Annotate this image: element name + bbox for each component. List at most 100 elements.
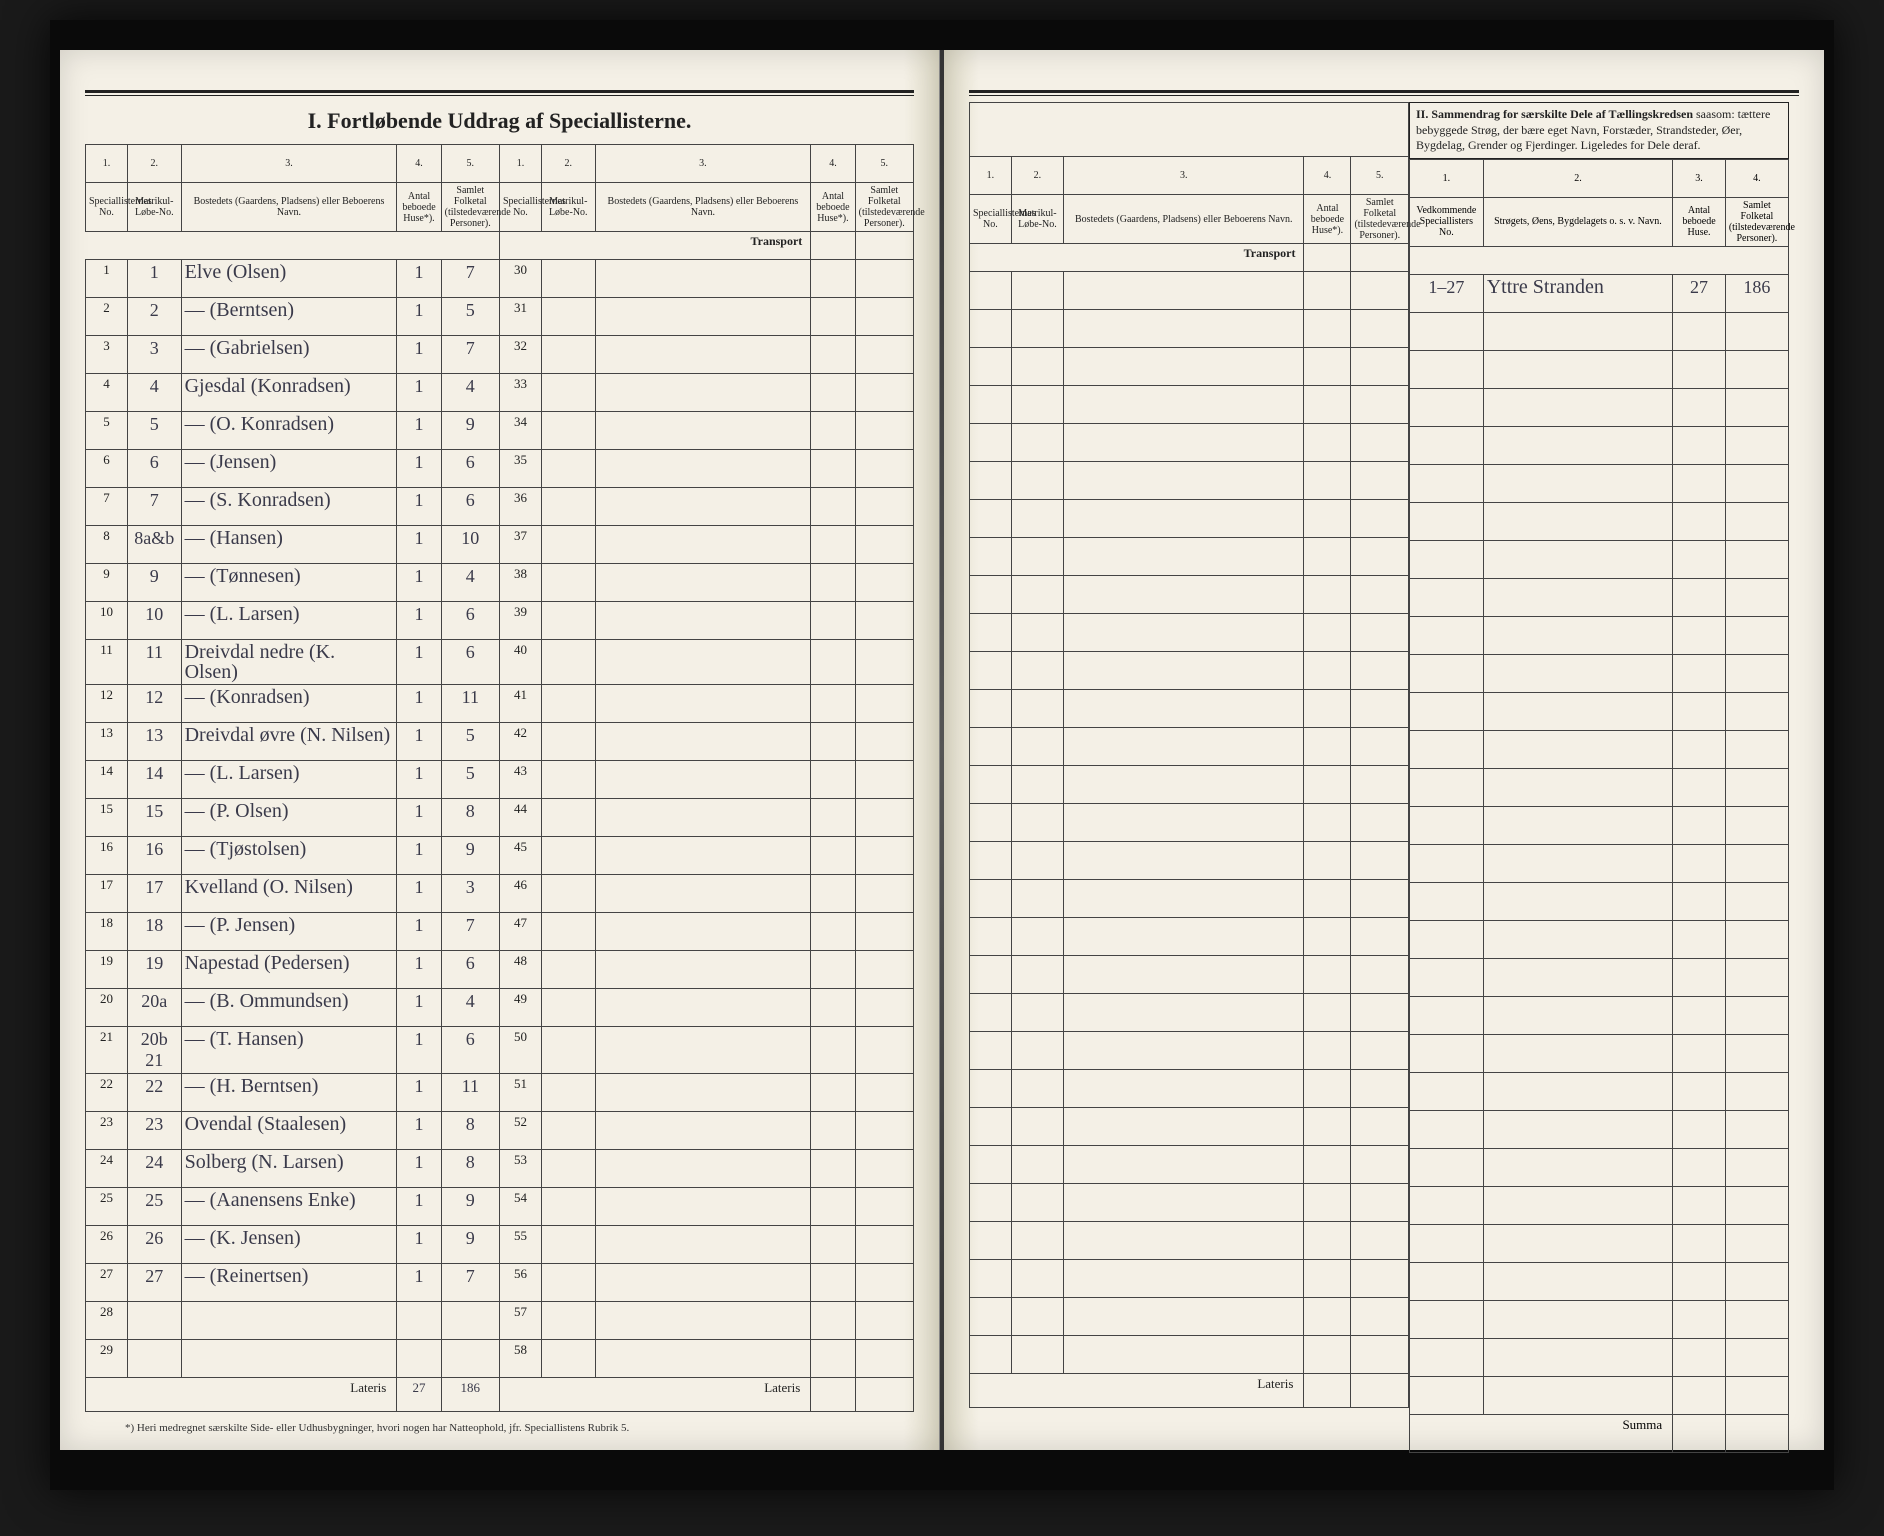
spec-no: 50 <box>499 1027 541 1074</box>
persons <box>855 298 913 336</box>
houses <box>811 761 855 799</box>
persons: 10 <box>441 526 499 564</box>
bosted-name <box>595 723 811 761</box>
houses <box>811 1188 855 1226</box>
spec-no: 39 <box>499 602 541 640</box>
matrikul-no: 1 <box>127 260 181 298</box>
bosted-name: Dreivdal øvre (N. Nilsen) <box>181 723 397 761</box>
matrikul-no: 11 <box>127 640 181 685</box>
persons <box>855 336 913 374</box>
bosted-name <box>595 1112 811 1150</box>
bosted-name <box>595 412 811 450</box>
persons <box>855 1027 913 1074</box>
spec-no: 45 <box>499 837 541 875</box>
bosted-name <box>595 1302 811 1340</box>
houses: 1 <box>397 723 441 761</box>
table-row <box>970 576 1409 614</box>
hdr-num: 5. <box>855 145 913 183</box>
bosted-name: Dreivdal nedre (K. Olsen) <box>181 640 397 685</box>
spec-no: 43 <box>499 761 541 799</box>
hdr-label: Bostedets (Gaardens, Pladsens) eller Beb… <box>595 183 811 232</box>
hdr-label: Antal beboede Huse. <box>1673 197 1726 246</box>
persons <box>855 1340 913 1378</box>
table-row: 88a&b— (Hansen)11037 <box>86 526 914 564</box>
hdr-label: Samlet Folketal (tilstedeværende Persone… <box>855 183 913 232</box>
table-row: 1818— (P. Jensen)1747 <box>86 913 914 951</box>
table-row <box>970 1108 1409 1146</box>
table-row <box>970 918 1409 956</box>
summary-row <box>1410 1376 1789 1414</box>
table-row <box>970 1336 1409 1374</box>
matrikul-no <box>541 1302 595 1340</box>
table-row: 55— (O. Konradsen)1934 <box>86 412 914 450</box>
houses: 1 <box>397 837 441 875</box>
lateris-persons: 186 <box>441 1378 499 1412</box>
houses <box>811 1150 855 1188</box>
summary-row <box>1410 464 1789 502</box>
matrikul-no: 12 <box>127 685 181 723</box>
table-row: 2727— (Reinertsen)1756 <box>86 1264 914 1302</box>
table-row: 1717Kvelland (O. Nilsen)1346 <box>86 875 914 913</box>
summary-persons: 186 <box>1725 274 1788 312</box>
bosted-name: — (P. Jensen) <box>181 913 397 951</box>
persons <box>855 1264 913 1302</box>
matrikul-no: 2 <box>127 298 181 336</box>
spec-no: 8 <box>86 526 128 564</box>
persons: 8 <box>441 1150 499 1188</box>
table-row <box>970 1032 1409 1070</box>
matrikul-no <box>541 1340 595 1378</box>
houses: 1 <box>397 1264 441 1302</box>
transport-label: Transport <box>499 232 810 260</box>
bosted-name: Solberg (N. Larsen) <box>181 1150 397 1188</box>
bosted-name: — (Reinertsen) <box>181 1264 397 1302</box>
spec-no: 1 <box>86 260 128 298</box>
summa-label: Summa <box>1410 1414 1673 1452</box>
houses <box>811 374 855 412</box>
persons <box>855 564 913 602</box>
table-row <box>970 804 1409 842</box>
ledger-book: I. Fortløbende Uddrag af Speciallisterne… <box>50 20 1834 1490</box>
spec-no: 5 <box>86 412 128 450</box>
persons <box>855 640 913 685</box>
persons <box>855 1302 913 1340</box>
spec-no: 31 <box>499 298 541 336</box>
table-row: 1919Napestad (Pedersen)1648 <box>86 951 914 989</box>
houses <box>811 602 855 640</box>
houses <box>811 260 855 298</box>
persons: 6 <box>441 602 499 640</box>
houses <box>811 488 855 526</box>
spec-no: 15 <box>86 799 128 837</box>
spec-no: 35 <box>499 450 541 488</box>
bosted-name: Gjesdal (Konradsen) <box>181 374 397 412</box>
table-row: 2958 <box>86 1340 914 1378</box>
matrikul-no <box>127 1302 181 1340</box>
bosted-name: — (P. Olsen) <box>181 799 397 837</box>
houses <box>811 1027 855 1074</box>
summary-houses: 27 <box>1673 274 1726 312</box>
lateris-label: Lateris <box>499 1378 810 1412</box>
table-row: 33— (Gabrielsen)1732 <box>86 336 914 374</box>
matrikul-no: 19 <box>127 951 181 989</box>
hdr-label: Matrikul-Løbe-No. <box>541 183 595 232</box>
persons: 7 <box>441 336 499 374</box>
houses <box>811 336 855 374</box>
persons <box>855 260 913 298</box>
section2-header: II. Sammendrag for særskilte Dele af Tæl… <box>1409 102 1789 159</box>
persons <box>855 1112 913 1150</box>
spec-no: 44 <box>499 799 541 837</box>
table-row <box>970 1222 1409 1260</box>
table-row: 22— (Berntsen)1531 <box>86 298 914 336</box>
bosted-name: — (Gabrielsen) <box>181 336 397 374</box>
matrikul-no <box>541 602 595 640</box>
matrikul-no <box>541 1226 595 1264</box>
persons: 5 <box>441 723 499 761</box>
houses: 1 <box>397 1150 441 1188</box>
bosted-name: — (H. Berntsen) <box>181 1074 397 1112</box>
bosted-name: — (Tønnesen) <box>181 564 397 602</box>
spec-no: 54 <box>499 1188 541 1226</box>
houses: 1 <box>397 336 441 374</box>
table-row <box>970 766 1409 804</box>
table-row <box>970 652 1409 690</box>
spec-no: 10 <box>86 602 128 640</box>
footnote: *) Heri medregnet særskilte Side- eller … <box>85 1422 914 1434</box>
